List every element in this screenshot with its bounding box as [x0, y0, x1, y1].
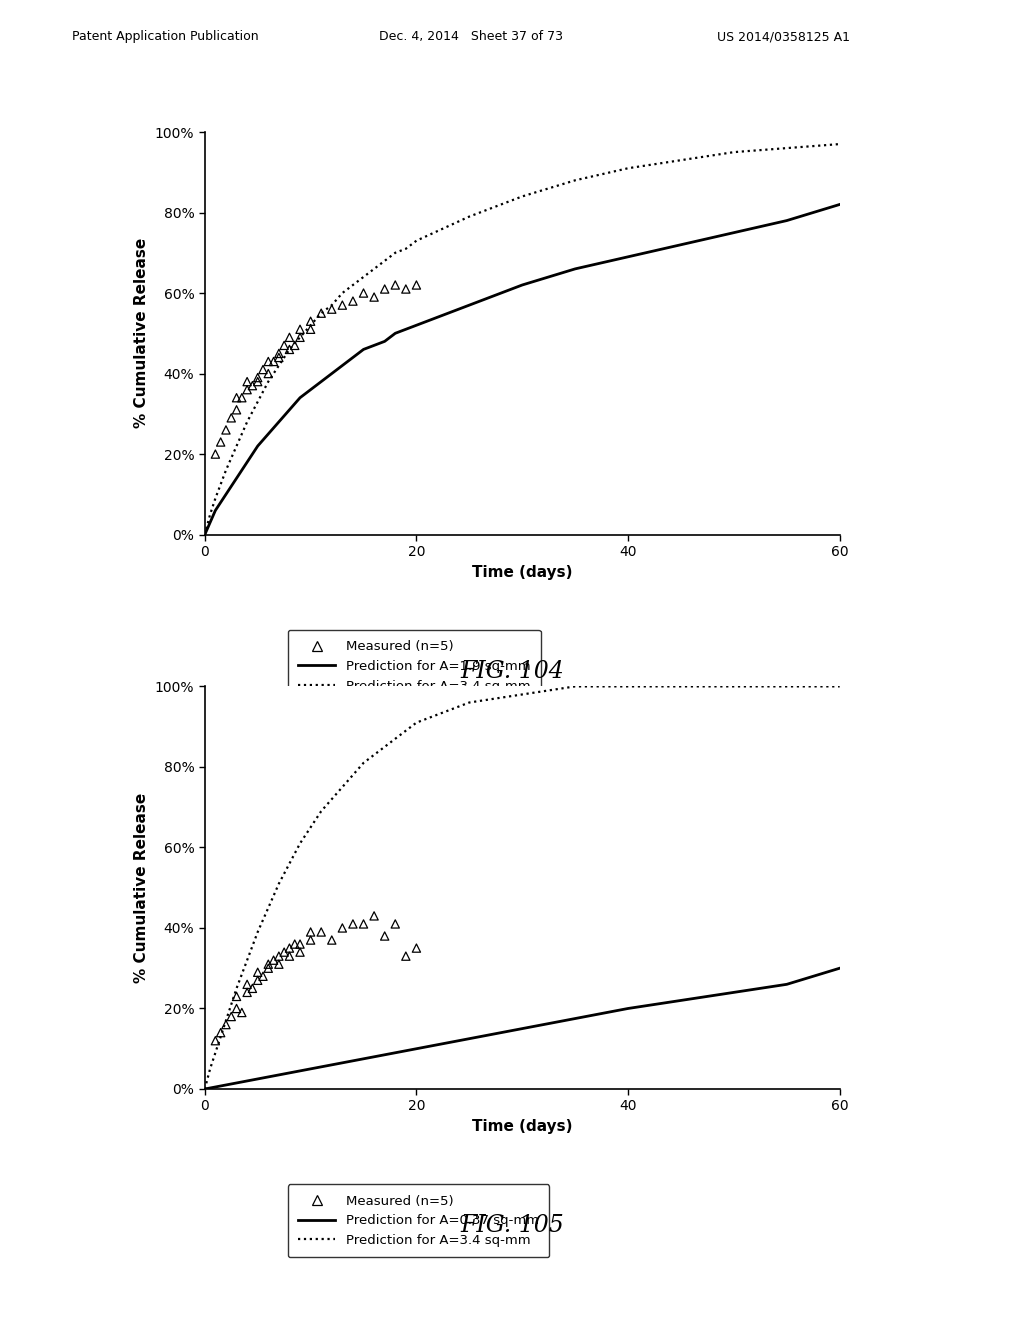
- Text: FIG. 104: FIG. 104: [460, 660, 564, 682]
- Point: [282, 945, 298, 966]
- Point: [355, 913, 372, 935]
- Point: [207, 444, 223, 465]
- Point: [282, 339, 298, 360]
- Text: Patent Application Publication: Patent Application Publication: [72, 30, 258, 44]
- Point: [377, 925, 393, 946]
- Point: [228, 399, 245, 420]
- Point: [213, 432, 229, 453]
- Point: [313, 302, 330, 323]
- X-axis label: Time (days): Time (days): [472, 565, 572, 579]
- Point: [287, 933, 303, 954]
- Point: [260, 351, 276, 372]
- Point: [324, 929, 340, 950]
- Point: [228, 387, 245, 408]
- Point: [292, 327, 308, 348]
- Point: [270, 347, 287, 368]
- Point: [282, 937, 298, 958]
- Point: [270, 945, 287, 966]
- Point: [250, 371, 266, 392]
- Y-axis label: % Cumulative Release: % Cumulative Release: [134, 238, 150, 429]
- Point: [276, 335, 293, 356]
- Point: [218, 1014, 234, 1035]
- Point: [345, 290, 361, 312]
- Point: [223, 1006, 240, 1027]
- Point: [250, 367, 266, 388]
- Y-axis label: % Cumulative Release: % Cumulative Release: [134, 792, 150, 983]
- Legend: Measured (n=5), Prediction for A=0.37 sq-mm, Prediction for A=3.4 sq-mm: Measured (n=5), Prediction for A=0.37 sq…: [288, 1184, 549, 1258]
- X-axis label: Time (days): Time (days): [472, 1119, 572, 1134]
- Point: [387, 913, 403, 935]
- Point: [292, 933, 308, 954]
- Point: [366, 286, 382, 308]
- Point: [233, 1002, 250, 1023]
- Point: [207, 1030, 223, 1051]
- Text: Dec. 4, 2014   Sheet 37 of 73: Dec. 4, 2014 Sheet 37 of 73: [379, 30, 563, 44]
- Point: [292, 318, 308, 339]
- Point: [276, 941, 293, 962]
- Point: [228, 998, 245, 1019]
- Point: [239, 974, 255, 995]
- Point: [397, 279, 414, 300]
- Point: [282, 327, 298, 348]
- Legend: Measured (n=5), Prediction for A=1.9 sq-mm, Prediction for A=3.4 sq-mm: Measured (n=5), Prediction for A=1.9 sq-…: [288, 630, 541, 704]
- Point: [377, 279, 393, 300]
- Point: [355, 282, 372, 304]
- Point: [239, 379, 255, 400]
- Point: [245, 978, 260, 999]
- Point: [313, 921, 330, 942]
- Point: [409, 937, 425, 958]
- Point: [250, 970, 266, 991]
- Point: [324, 298, 340, 319]
- Point: [239, 371, 255, 392]
- Point: [270, 343, 287, 364]
- Point: [213, 1022, 229, 1043]
- Point: [239, 982, 255, 1003]
- Point: [255, 359, 271, 380]
- Point: [292, 941, 308, 962]
- Point: [334, 917, 350, 939]
- Point: [397, 945, 414, 966]
- Point: [245, 375, 260, 396]
- Point: [265, 949, 282, 970]
- Point: [260, 958, 276, 979]
- Point: [233, 387, 250, 408]
- Point: [302, 318, 318, 339]
- Point: [409, 275, 425, 296]
- Point: [260, 953, 276, 974]
- Point: [366, 906, 382, 927]
- Point: [387, 275, 403, 296]
- Point: [250, 962, 266, 983]
- Point: [302, 929, 318, 950]
- Text: FIG. 105: FIG. 105: [460, 1214, 564, 1237]
- Point: [302, 310, 318, 331]
- Point: [334, 294, 350, 315]
- Point: [223, 408, 240, 429]
- Point: [218, 420, 234, 441]
- Point: [255, 966, 271, 987]
- Point: [270, 953, 287, 974]
- Point: [302, 921, 318, 942]
- Point: [228, 986, 245, 1007]
- Point: [287, 335, 303, 356]
- Point: [265, 351, 282, 372]
- Point: [345, 913, 361, 935]
- Text: US 2014/0358125 A1: US 2014/0358125 A1: [717, 30, 850, 44]
- Point: [260, 363, 276, 384]
